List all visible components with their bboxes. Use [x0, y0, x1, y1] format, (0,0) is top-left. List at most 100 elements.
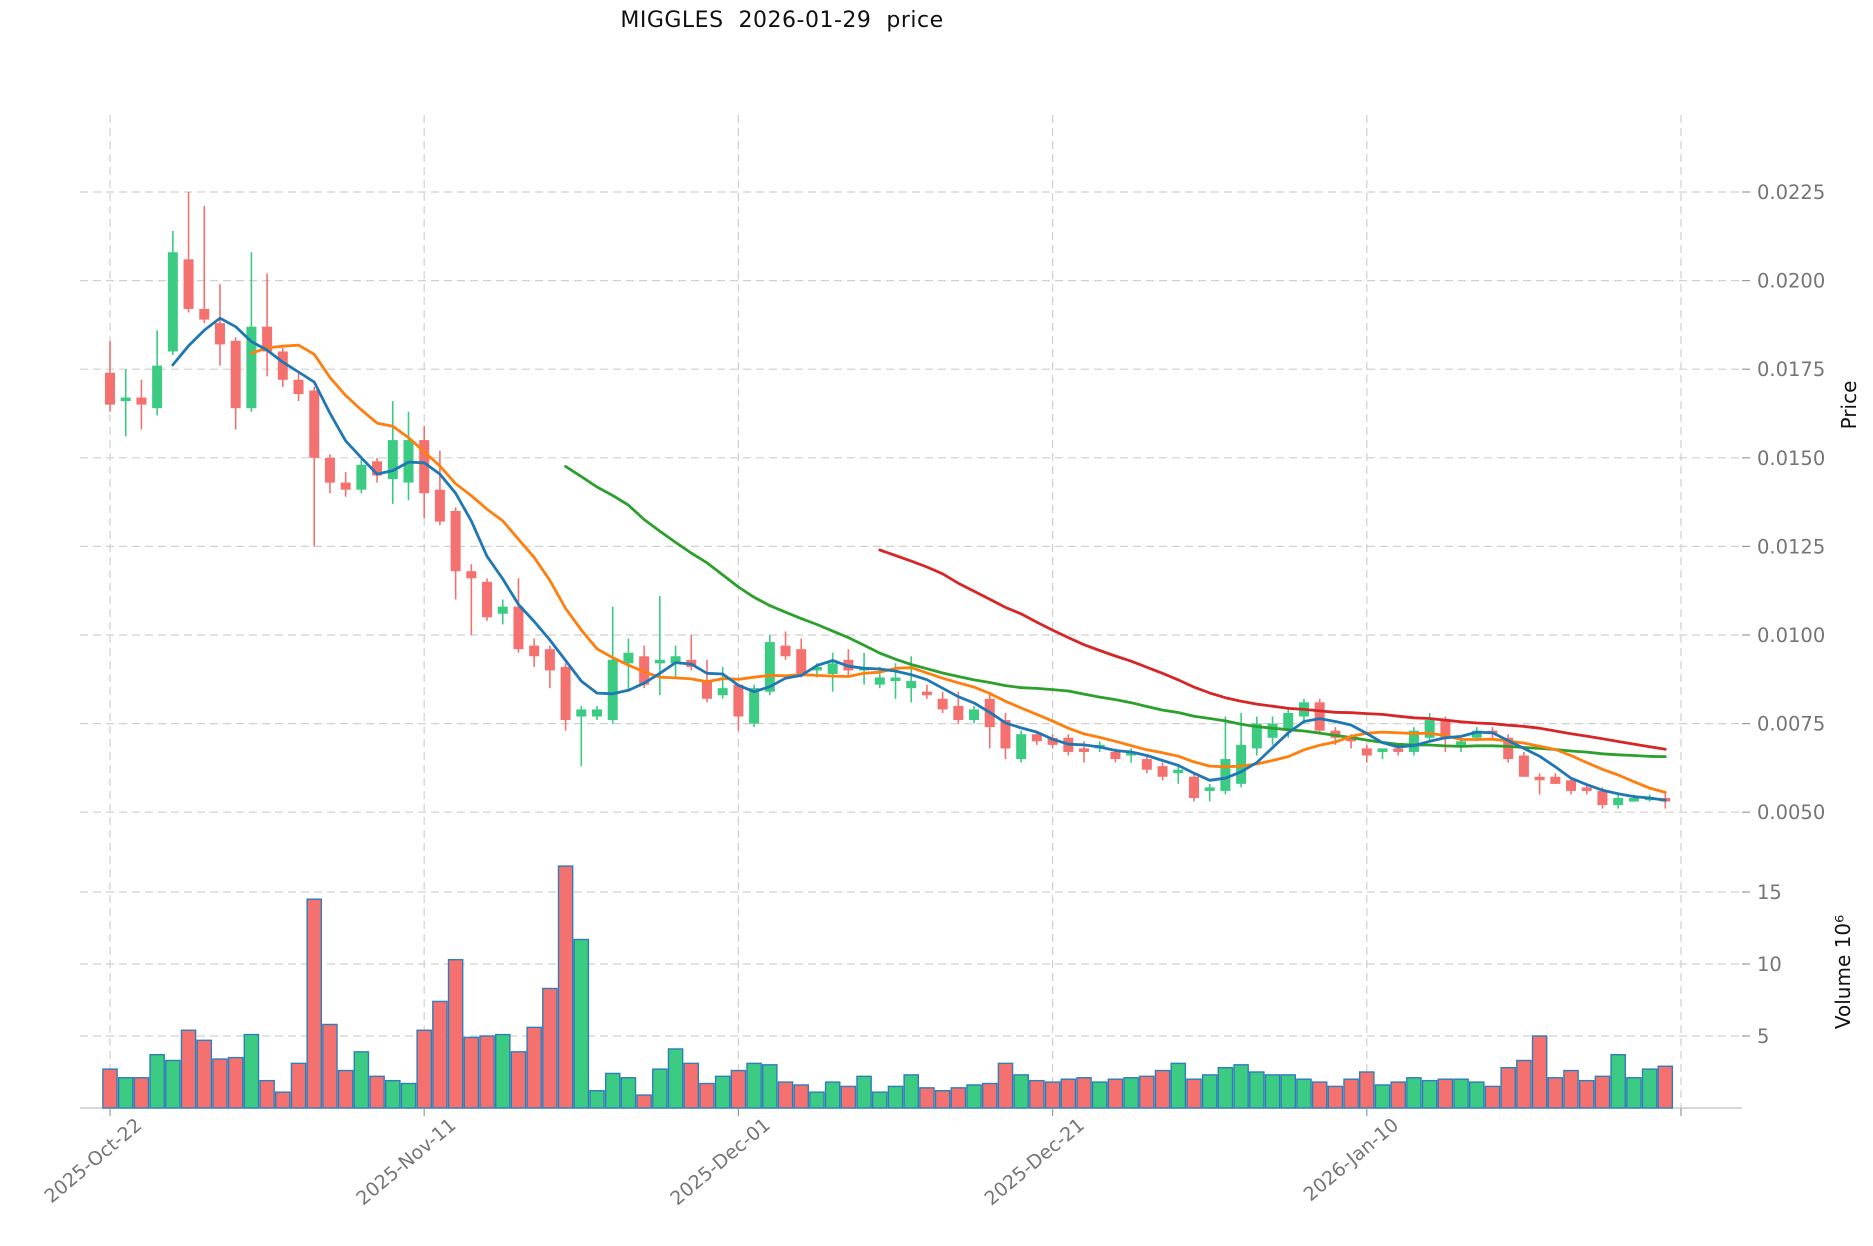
- volume-bar: [526, 1026, 542, 1109]
- volume-bar: [997, 1062, 1014, 1109]
- volume-bar: [840, 1085, 857, 1109]
- volume-bar: [1374, 1084, 1391, 1109]
- volume-bar: [683, 1062, 700, 1109]
- volume-bar: [1327, 1085, 1344, 1109]
- volume-bar: [1547, 1077, 1564, 1109]
- candle-body: [214, 323, 225, 345]
- candle-body: [120, 397, 131, 402]
- volume-bar: [542, 987, 558, 1109]
- candle-body: [1110, 751, 1121, 760]
- candle-body: [1346, 737, 1357, 742]
- volume-bar: [1280, 1074, 1297, 1109]
- volume-tick-label: 5: [1757, 1025, 1769, 1048]
- volume-bar: [290, 1062, 307, 1109]
- candle-body: [1251, 723, 1262, 749]
- candle-body: [560, 666, 571, 721]
- candle-body: [1566, 780, 1577, 791]
- candle-body: [623, 652, 634, 664]
- volume-bar: [950, 1087, 967, 1109]
- candle-body: [811, 666, 822, 671]
- volume-bar: [384, 1079, 401, 1109]
- volume-bar: [887, 1085, 904, 1109]
- candle-body: [1503, 737, 1514, 760]
- volume-bar: [196, 1039, 213, 1109]
- volume-bar: [1139, 1075, 1155, 1109]
- candle-body: [372, 461, 383, 476]
- volume-bar: [793, 1084, 810, 1109]
- candle-body: [1534, 776, 1545, 781]
- candle-body: [1456, 741, 1467, 745]
- volume-bar: [1060, 1078, 1077, 1109]
- ma-line-mav50: [878, 548, 1667, 751]
- candle-body: [167, 252, 178, 352]
- chart-title: MIGGLES 2026-01-29 price: [620, 8, 944, 33]
- candle-body: [450, 510, 461, 572]
- candle-body: [733, 684, 744, 717]
- price-tick-label: 0.0125: [1757, 535, 1825, 558]
- volume-bar: [227, 1056, 244, 1109]
- volume-bar: [856, 1075, 872, 1109]
- volume-bar: [730, 1069, 747, 1109]
- volume-bar: [604, 1072, 621, 1109]
- volume-bar: [966, 1084, 982, 1109]
- volume-bar: [1484, 1085, 1501, 1109]
- volume-bar: [117, 1077, 134, 1109]
- volume-bar: [1249, 1071, 1265, 1109]
- candle-body: [1079, 748, 1090, 752]
- candle-body: [1173, 769, 1184, 774]
- price-tick-label: 0.0225: [1757, 181, 1825, 204]
- volume-bar: [1500, 1066, 1516, 1109]
- price-tick-label: 0.0100: [1757, 624, 1825, 647]
- volume-bar: [1201, 1074, 1218, 1109]
- candle-body: [105, 372, 115, 405]
- candle-body: [309, 390, 320, 458]
- volume-bar: [1076, 1077, 1092, 1109]
- volume-bar: [919, 1087, 935, 1109]
- candle-body: [1000, 720, 1011, 749]
- candle-body: [1361, 748, 1372, 756]
- ma-line-mav30: [564, 464, 1667, 758]
- volume-bar: [809, 1091, 825, 1109]
- volume-bar: [447, 958, 464, 1109]
- volume-bar: [1311, 1081, 1328, 1109]
- date-tick-label: 2026-Jan-10: [1300, 1114, 1403, 1206]
- volume-bar: [479, 1035, 495, 1109]
- volume-bar: [589, 1090, 605, 1109]
- volume-bar: [494, 1033, 511, 1109]
- volume-tick-label: 10: [1757, 953, 1782, 976]
- volume-bar: [353, 1051, 370, 1109]
- candle-body: [1393, 748, 1404, 752]
- candle-body: [1377, 748, 1388, 752]
- candle-body: [701, 681, 712, 699]
- volume-bar: [259, 1079, 275, 1109]
- volume-bar: [1437, 1078, 1454, 1109]
- candle-body: [1283, 712, 1294, 731]
- volume-bar: [1091, 1081, 1108, 1109]
- volume-bar: [1563, 1069, 1579, 1109]
- candle-body: [340, 482, 351, 490]
- candle-body: [937, 698, 948, 710]
- volume-bar: [871, 1091, 888, 1109]
- date-tick-label: 2025-Dec-21: [980, 1114, 1088, 1210]
- candle-body: [1188, 776, 1199, 799]
- volume-bar: [762, 1064, 778, 1109]
- volume-bar: [636, 1094, 652, 1109]
- candle-body: [293, 379, 304, 395]
- candle-body: [482, 581, 493, 618]
- price-tick-label: 0.0150: [1757, 447, 1825, 470]
- candle-body: [1220, 759, 1231, 791]
- candle-body: [1597, 790, 1608, 806]
- candle-body: [1236, 744, 1247, 784]
- volume-bar: [1044, 1081, 1061, 1109]
- volume-bar: [243, 1033, 260, 1109]
- date-tick-label: 2025-Oct-22: [40, 1114, 146, 1208]
- volume-bar: [1610, 1054, 1626, 1109]
- candle-body: [670, 656, 681, 664]
- candle-body: [906, 681, 917, 689]
- volume-bar: [903, 1074, 920, 1109]
- volume-bar: [369, 1075, 385, 1109]
- candle-body: [607, 659, 618, 721]
- volume-bar: [1343, 1078, 1359, 1109]
- volume-bar: [746, 1062, 762, 1109]
- price-tick-label: 0.0175: [1757, 358, 1825, 381]
